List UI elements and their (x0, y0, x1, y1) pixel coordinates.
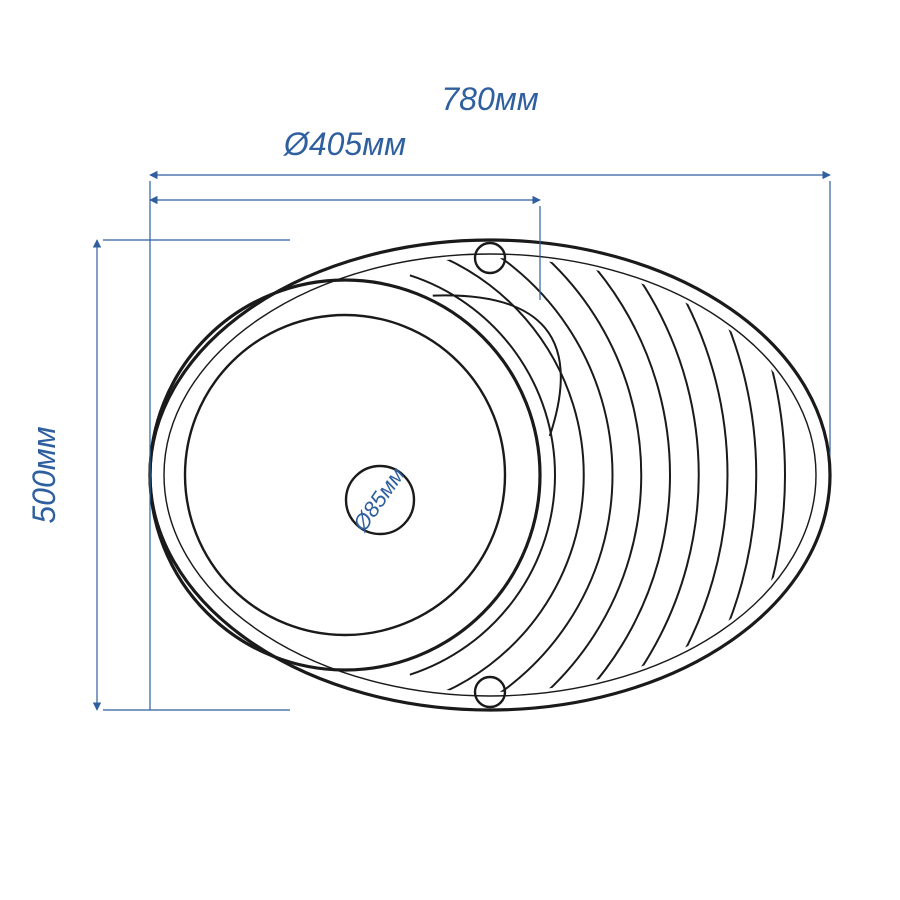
tap-hole-bottom (475, 677, 505, 707)
bowl-inner (185, 315, 505, 635)
drain-rib (604, 119, 785, 831)
sink-technical-drawing: 780ммØ405мм500ммØ85мм (0, 0, 900, 900)
drain-rib (518, 166, 699, 783)
dimension-label: 780мм (441, 81, 538, 117)
dimension-label: Ø405мм (283, 126, 406, 162)
drain-ribs (410, 119, 785, 831)
tap-hole-top (475, 243, 505, 273)
sink-body-inner-rim (164, 254, 816, 696)
drain-rib (573, 133, 756, 817)
drain-rib (447, 228, 612, 722)
dimension-lines: 780ммØ405мм500ммØ85мм (26, 81, 830, 710)
dimension-label: 500мм (26, 426, 62, 523)
bowl-outer (150, 280, 540, 670)
drainboard-top-edge (433, 295, 561, 436)
